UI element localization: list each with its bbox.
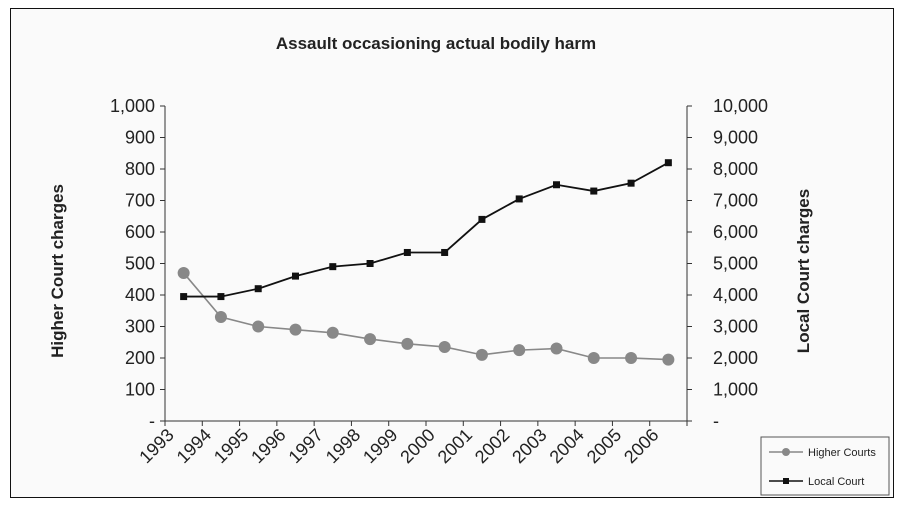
higher-courts-line bbox=[183, 272, 669, 361]
local-court-point bbox=[366, 260, 374, 267]
local-court-point bbox=[627, 179, 635, 187]
axes bbox=[164, 106, 688, 422]
local-court-point bbox=[254, 285, 262, 293]
higher-courts-point bbox=[625, 352, 638, 364]
higher-courts-point bbox=[438, 340, 451, 353]
x-tick-label: 2004 bbox=[546, 425, 588, 467]
legend-higher-marker bbox=[782, 448, 790, 456]
y-left-tick-label: 800 bbox=[125, 159, 155, 179]
local-court-point bbox=[292, 272, 299, 280]
x-tick-label: 2001 bbox=[434, 425, 476, 467]
higher-courts-point bbox=[401, 337, 414, 350]
y-right-tick-label: 7,000 bbox=[713, 191, 758, 211]
y-right-tick-label: 9,000 bbox=[713, 128, 758, 148]
y-axis-left-label: Higher Court charges bbox=[48, 184, 67, 358]
legend-box bbox=[760, 436, 890, 496]
x-tick-label: 2002 bbox=[471, 425, 513, 467]
local-court-point bbox=[515, 195, 523, 203]
y-left-tick-label: 700 bbox=[125, 191, 155, 211]
local-court-line bbox=[183, 161, 669, 298]
legend-local-marker bbox=[783, 478, 789, 484]
higher-courts-point bbox=[550, 342, 563, 355]
x-tick-label: 1999 bbox=[359, 425, 401, 467]
x-tick-label: 2005 bbox=[583, 425, 625, 467]
x-tick-label: 2003 bbox=[508, 425, 550, 467]
higher-courts-point bbox=[587, 352, 600, 364]
x-tick-label: 1993 bbox=[135, 425, 177, 467]
y-left-tick-label: 400 bbox=[125, 285, 155, 305]
higher-courts-point bbox=[177, 266, 190, 279]
local-court-point bbox=[553, 181, 560, 189]
y-right-tick-label: 1,000 bbox=[713, 380, 758, 400]
y-left-tick-label: 300 bbox=[125, 317, 155, 337]
higher-courts-point bbox=[662, 353, 675, 366]
local-court-point bbox=[590, 187, 598, 195]
x-tick-label: 1998 bbox=[322, 425, 364, 467]
x-tick-label: 2006 bbox=[620, 425, 662, 467]
higher-courts-point bbox=[252, 320, 265, 333]
right-axis-ticks: - 1,000 2,000 3,000 4,000 5,000 6,000 7,000 8,00… bbox=[687, 96, 768, 431]
y-right-tick-label: 3,000 bbox=[713, 317, 758, 337]
chart-frame: Assault occasioning actual bodily harm -… bbox=[10, 8, 894, 498]
x-tick-label: 2000 bbox=[396, 425, 438, 467]
higher-courts-point bbox=[513, 344, 526, 357]
legend-higher-label: Higher Courts bbox=[808, 447, 876, 459]
y-left-tick-label: 1,000 bbox=[110, 96, 155, 116]
x-tick-label: 1995 bbox=[210, 425, 252, 467]
local-court-point bbox=[478, 215, 486, 223]
series-layer bbox=[177, 159, 675, 366]
left-axis-ticks: - 100 200 300 400 500 600 700 800 900 1,000 bbox=[110, 96, 165, 431]
y-left-tick-label: 200 bbox=[125, 348, 155, 368]
y-left-tick-label: 900 bbox=[125, 128, 155, 148]
chart-title: Assault occasioning actual bodily harm bbox=[276, 34, 596, 53]
y-right-tick-label: 5,000 bbox=[713, 254, 758, 274]
local-court-point bbox=[441, 248, 449, 256]
local-court-point bbox=[329, 263, 337, 271]
legend-local-label: Local Court bbox=[808, 476, 864, 488]
chart-svg: Assault occasioning actual bodily harm -… bbox=[48, 34, 890, 496]
x-axis-ticks: 1993199419951996199719981999200020012002… bbox=[135, 421, 688, 467]
local-court-point bbox=[403, 248, 411, 256]
y-right-tick-label: - bbox=[713, 411, 719, 431]
y-left-tick-label: 100 bbox=[125, 380, 155, 400]
x-tick-label: 1996 bbox=[247, 425, 289, 467]
local-court-point bbox=[664, 159, 672, 167]
y-right-tick-label: 10,000 bbox=[713, 96, 768, 116]
higher-courts-point bbox=[326, 326, 339, 339]
higher-courts-point bbox=[214, 311, 227, 324]
y-right-tick-label: 4,000 bbox=[713, 285, 758, 305]
higher-courts-point bbox=[475, 348, 488, 361]
y-axis-right-label: Local Court charges bbox=[794, 189, 813, 353]
higher-courts-point bbox=[289, 323, 302, 336]
y-left-tick-label: - bbox=[149, 411, 155, 431]
y-right-tick-label: 2,000 bbox=[713, 348, 758, 368]
y-left-tick-label: 600 bbox=[125, 222, 155, 242]
local-court-point bbox=[180, 293, 188, 301]
higher-courts-point bbox=[364, 333, 377, 346]
y-right-tick-label: 6,000 bbox=[713, 222, 758, 242]
legend: Higher Courts Local Court bbox=[760, 436, 890, 496]
x-tick-label: 1997 bbox=[285, 425, 327, 467]
y-right-tick-label: 8,000 bbox=[713, 159, 758, 179]
local-court-point bbox=[217, 293, 225, 301]
x-tick-label: 1994 bbox=[173, 425, 215, 467]
y-left-tick-label: 500 bbox=[125, 254, 155, 274]
